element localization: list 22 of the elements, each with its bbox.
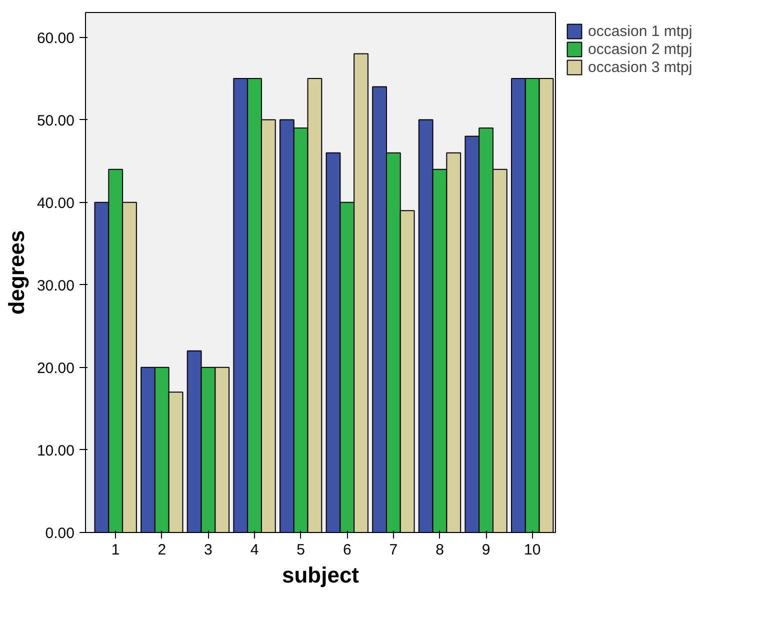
y-tick-label: 30.00 — [36, 277, 75, 294]
y-axis-title: degrees — [4, 230, 29, 315]
x-tick-label: 3 — [204, 542, 212, 558]
x-axis-title: subject — [282, 562, 360, 588]
legend-label: occasion 3 mtpj — [588, 58, 692, 76]
x-tick-label: 7 — [389, 542, 398, 558]
y-tick-label: 50.00 — [36, 112, 75, 130]
x-tick-label: 10 — [524, 542, 541, 558]
y-tick-label: 10.00 — [36, 442, 75, 460]
x-tick-label: 4 — [250, 542, 259, 558]
y-tick-label: 20.00 — [36, 360, 75, 377]
x-tick-label: 6 — [342, 542, 352, 558]
x-tick-label: 9 — [482, 542, 490, 558]
y-tick-label: 40.00 — [36, 194, 75, 212]
x-tick-label: 5 — [296, 542, 305, 558]
x-tick-label: 8 — [436, 542, 444, 558]
y-tick-label: 60.00 — [36, 30, 75, 47]
x-tick-label: 1 — [111, 542, 120, 558]
x-tick-label: 2 — [158, 542, 166, 558]
legend-label: occasion 1 mtpj — [588, 22, 692, 40]
y-tick-label: 0.00 — [45, 525, 75, 542]
legend-label: occasion 2 mtpj — [588, 40, 692, 58]
